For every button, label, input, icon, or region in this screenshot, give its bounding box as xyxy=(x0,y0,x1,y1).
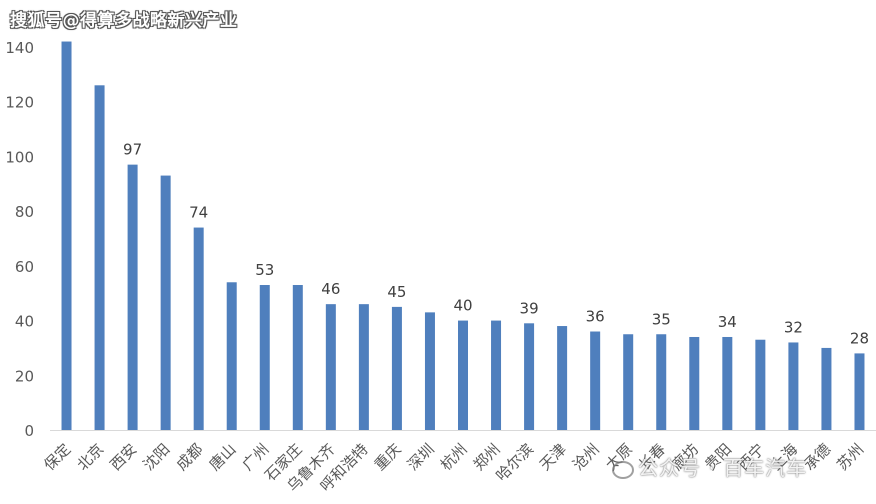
data-label: 97 xyxy=(123,141,142,159)
bar xyxy=(854,353,865,430)
data-label: 40 xyxy=(453,297,472,315)
bar xyxy=(623,334,634,430)
y-tick-label: 100 xyxy=(5,148,34,166)
bar xyxy=(557,326,568,430)
x-tick-label: 西安 xyxy=(106,440,140,474)
bars xyxy=(61,41,865,431)
y-tick-label: 140 xyxy=(5,39,34,57)
data-label: 34 xyxy=(718,313,737,331)
bar xyxy=(524,323,535,430)
bar xyxy=(127,164,138,430)
bar xyxy=(689,336,700,430)
bar xyxy=(61,41,72,431)
bar xyxy=(160,175,171,430)
y-tick-label: 40 xyxy=(15,313,34,331)
bar xyxy=(755,339,766,430)
data-label: 45 xyxy=(387,283,406,301)
bar xyxy=(590,331,601,430)
data-label: 46 xyxy=(321,280,340,298)
bar xyxy=(656,334,667,430)
x-tick-label: 深圳 xyxy=(404,440,438,474)
y-tick-label: 60 xyxy=(15,258,34,276)
wechat-icon xyxy=(612,460,634,479)
x-tick-label: 哈尔滨 xyxy=(492,440,537,485)
x-tick-label: 沧州 xyxy=(569,440,603,474)
data-labels: 97 74 53 46 45 40 39 36 35 34 32 28 xyxy=(123,141,869,348)
bar xyxy=(821,347,832,430)
y-tick-label: 80 xyxy=(15,203,34,221)
x-tick-label: 北京 xyxy=(73,440,107,474)
data-label: 53 xyxy=(255,261,274,279)
watermark-bottom: 公众号 · 百车汽车 xyxy=(612,452,807,481)
x-tick-label: 天津 xyxy=(536,440,570,474)
bar xyxy=(292,285,303,430)
bar xyxy=(226,282,237,430)
bar xyxy=(358,304,369,430)
y-tick-label: 20 xyxy=(15,367,34,385)
bar xyxy=(259,285,270,430)
data-label: 36 xyxy=(586,308,605,326)
bar xyxy=(325,304,336,430)
x-tick-label: 成都 xyxy=(173,440,207,474)
y-tick-label: 0 xyxy=(24,422,34,440)
bar xyxy=(94,85,105,431)
x-tick-label: 苏州 xyxy=(833,440,867,474)
y-tick-label: 120 xyxy=(5,94,34,112)
x-tick-label: 保定 xyxy=(40,440,74,474)
bar xyxy=(458,320,468,430)
data-label: 32 xyxy=(784,318,803,336)
data-label: 39 xyxy=(520,299,539,317)
watermark-bottom-text: 公众号 · 百车汽车 xyxy=(638,456,808,480)
bar xyxy=(491,320,502,430)
bar xyxy=(424,312,435,430)
data-label: 35 xyxy=(652,310,671,328)
data-label: 74 xyxy=(189,204,208,222)
x-tick-label: 杭州 xyxy=(437,440,471,474)
x-tick-label: 沈阳 xyxy=(140,440,174,474)
x-tick-label: 唐山 xyxy=(206,440,240,474)
data-label: 28 xyxy=(850,329,869,347)
bar xyxy=(788,342,799,430)
y-axis: 0 20 40 60 80 100 120 140 xyxy=(5,39,876,440)
bar xyxy=(391,306,402,430)
watermark-top: 搜狐号@得算多战略新兴产业 xyxy=(10,11,238,31)
bar xyxy=(722,336,733,430)
bar xyxy=(193,227,204,430)
x-tick-label: 重庆 xyxy=(371,440,405,474)
